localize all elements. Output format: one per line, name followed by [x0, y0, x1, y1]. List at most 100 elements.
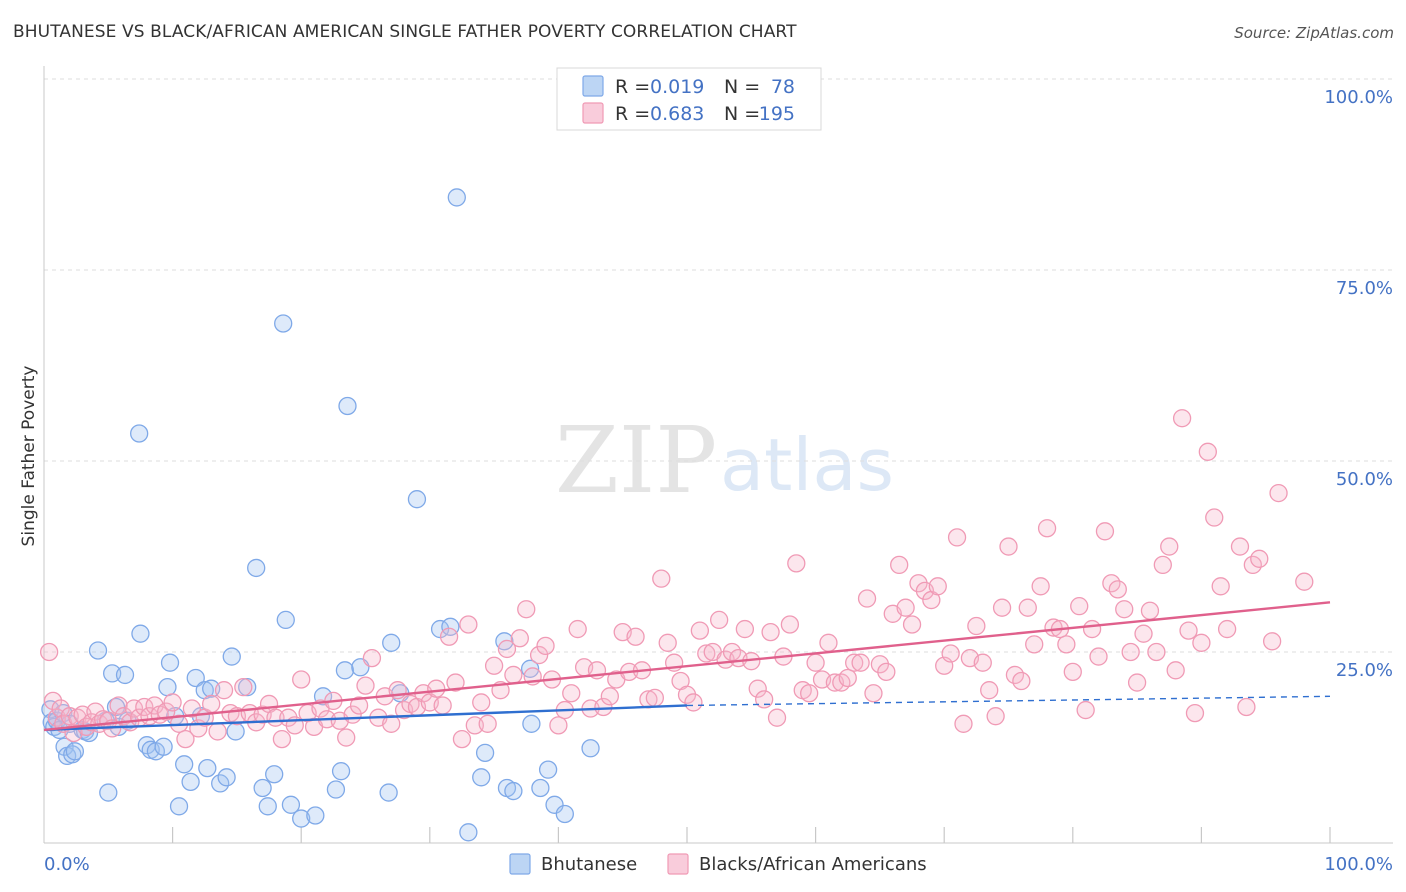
data-point	[292, 809, 311, 828]
data-point	[176, 729, 195, 749]
data-point	[379, 783, 398, 802]
data-point	[806, 653, 825, 672]
data-point	[131, 624, 150, 643]
data-point	[896, 598, 915, 617]
data-point	[986, 707, 1005, 726]
data-point	[362, 648, 382, 668]
legend-n-value-bhutanese: 78	[771, 76, 795, 98]
data-point	[292, 670, 311, 689]
legend-r-value-blacks: 0.683	[650, 103, 704, 125]
data-point	[130, 424, 149, 443]
data-point	[446, 673, 465, 692]
data-point	[331, 762, 351, 781]
data-point	[115, 665, 135, 685]
data-point	[626, 627, 645, 646]
data-point	[1153, 555, 1172, 575]
legend-r-label: R =	[615, 103, 650, 125]
data-point	[600, 687, 619, 706]
data-point	[980, 681, 999, 700]
data-point	[504, 665, 523, 685]
data-point	[222, 647, 241, 666]
data-point	[459, 615, 478, 634]
x-tick-label-min: 0.0%	[44, 854, 90, 875]
data-point	[158, 677, 177, 697]
data-point	[484, 656, 504, 675]
data-point	[337, 728, 356, 747]
data-point	[1018, 598, 1037, 617]
data-point	[1192, 633, 1211, 652]
data-point	[1063, 662, 1082, 682]
data-point	[735, 619, 755, 639]
data-point	[967, 616, 986, 636]
data-point	[645, 688, 664, 707]
data-point	[1076, 700, 1095, 720]
data-point	[941, 644, 960, 663]
data-point	[1185, 703, 1205, 723]
legend-r-label: R =	[615, 76, 650, 98]
data-point	[226, 722, 245, 741]
data-point	[497, 639, 517, 659]
data-point	[163, 693, 182, 712]
data-point	[234, 677, 253, 697]
data-point	[510, 629, 529, 648]
data-point	[1037, 519, 1057, 538]
y-axis-title: Single Father Poverty	[19, 366, 39, 547]
data-point	[851, 653, 870, 672]
data-point	[658, 633, 677, 652]
y-tick-label-75: 75.0%	[1336, 278, 1393, 299]
data-point	[1147, 642, 1166, 662]
data-point	[531, 778, 550, 798]
legend-swatch-blacks	[582, 102, 604, 124]
data-point	[1031, 577, 1050, 596]
data-point	[1127, 673, 1147, 692]
legend-r-value-bhutanese: 0.019	[650, 76, 704, 98]
data-point	[549, 716, 568, 735]
data-point	[761, 622, 780, 642]
data-point	[109, 696, 128, 715]
trend-lines	[43, 601, 1331, 732]
data-point	[217, 768, 236, 787]
data-point	[755, 690, 774, 709]
data-point	[1269, 483, 1288, 503]
data-point	[335, 661, 355, 680]
y-tick-label-50: 50.0%	[1336, 469, 1393, 490]
data-point	[1205, 508, 1224, 527]
chart-title: BHUTANESE VS BLACK/AFRICAN AMERICAN SING…	[13, 22, 797, 42]
legend-swatch-bhutanese	[582, 75, 604, 97]
data-point	[1089, 647, 1108, 666]
data-point	[522, 714, 541, 733]
data-point	[145, 696, 164, 715]
legend-n-label: N =	[724, 76, 760, 98]
data-point	[1250, 549, 1269, 568]
data-point	[697, 644, 716, 663]
data-point	[427, 679, 446, 698]
data-point	[407, 490, 427, 509]
data-point	[169, 797, 189, 816]
data-point	[1082, 619, 1102, 639]
data-point	[1012, 671, 1031, 691]
data-point	[439, 627, 459, 646]
source-credit: Source: ZipAtlas.com	[1234, 24, 1394, 42]
data-point	[1057, 635, 1076, 654]
series-bhutanese-points	[41, 188, 600, 842]
data-point	[1295, 572, 1314, 591]
data-point	[306, 806, 325, 825]
data-point	[1217, 619, 1237, 639]
data-point	[247, 558, 266, 578]
data-point	[157, 702, 176, 721]
data-point	[39, 642, 59, 662]
data-point	[276, 610, 295, 630]
data-point	[326, 780, 346, 799]
data-point	[338, 396, 357, 416]
y-tick-label-100: 100.0%	[1324, 87, 1393, 108]
data-point	[819, 633, 838, 652]
data-point	[877, 662, 896, 682]
data-point	[475, 743, 495, 762]
data-point	[433, 696, 452, 715]
data-point	[472, 693, 491, 712]
data-point	[1172, 409, 1192, 428]
data-point	[186, 668, 205, 688]
data-point	[1237, 697, 1256, 717]
legend-n-label: N =	[724, 103, 760, 125]
